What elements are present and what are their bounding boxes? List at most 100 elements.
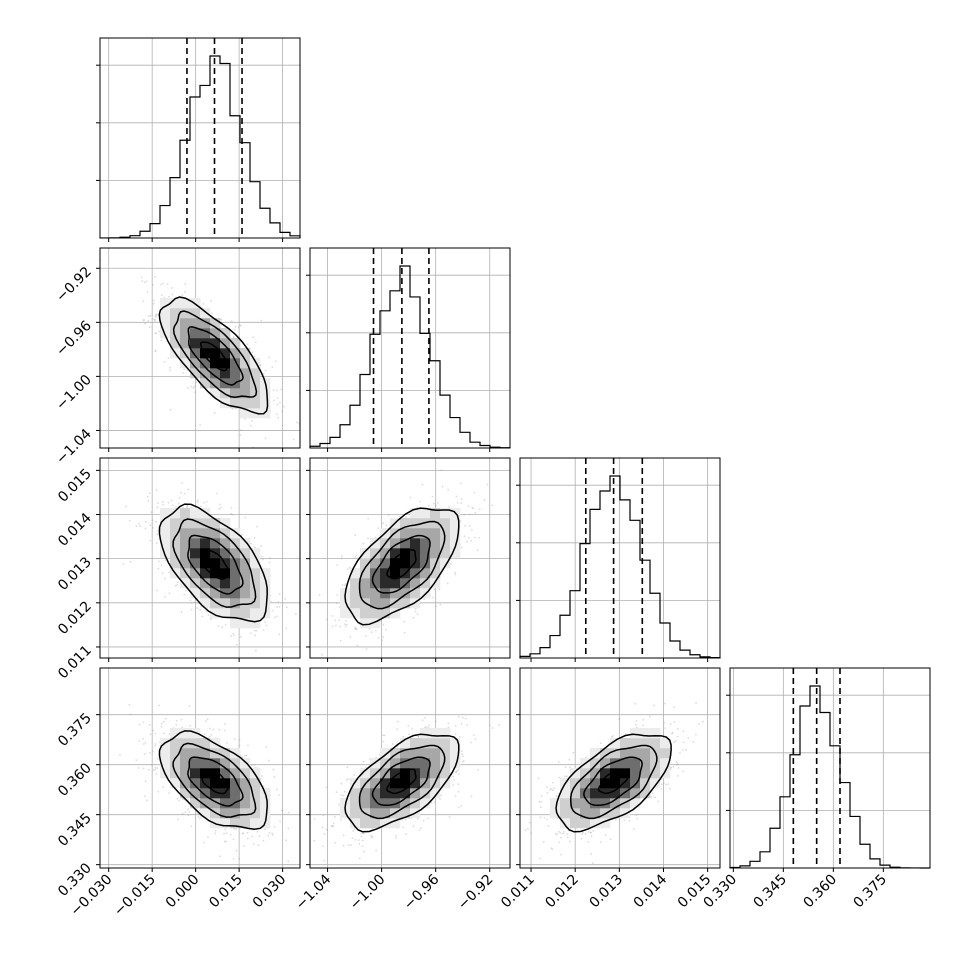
- sample-point: [184, 283, 187, 286]
- sample-point: [360, 832, 363, 835]
- sample-point: [144, 741, 147, 744]
- sample-point: [333, 816, 336, 818]
- density-cell: [160, 548, 171, 559]
- sample-point: [122, 563, 125, 566]
- sample-point: [246, 837, 249, 840]
- density-cell: [440, 508, 451, 519]
- sample-point: [454, 571, 456, 574]
- sample-point: [457, 768, 460, 771]
- sample-point: [342, 844, 345, 847]
- sample-point: [381, 639, 384, 642]
- sample-point: [166, 283, 169, 285]
- sample-point: [285, 839, 288, 842]
- sample-point: [343, 623, 346, 626]
- sample-point: [128, 703, 131, 706]
- density-cell: [240, 408, 251, 419]
- sample-point: [168, 571, 170, 574]
- sample-point: [466, 540, 469, 543]
- sample-point: [176, 584, 178, 586]
- sample-point: [180, 491, 182, 494]
- density-cell: [240, 758, 251, 769]
- density-cell: [160, 328, 171, 339]
- sample-point: [146, 495, 149, 498]
- sample-point: [427, 817, 430, 820]
- density-cell: [420, 558, 431, 569]
- y-tick-label: 0.345: [55, 810, 95, 850]
- sample-point: [249, 632, 252, 635]
- sample-point: [436, 502, 439, 504]
- sample-point: [145, 520, 147, 523]
- sample-point: [391, 743, 394, 745]
- density-cell: [190, 768, 201, 779]
- sample-point: [396, 728, 399, 731]
- sample-point: [427, 504, 430, 507]
- sample-point: [140, 276, 143, 279]
- histogram-step-3: [729, 685, 931, 869]
- sample-point: [152, 729, 155, 732]
- sample-point: [459, 520, 462, 523]
- sample-point: [230, 506, 233, 509]
- contour-level-0: [200, 768, 230, 795]
- density-cell: [230, 608, 241, 619]
- sample-point: [213, 412, 216, 414]
- panel-frame: [99, 457, 301, 659]
- density-cell: [230, 348, 241, 359]
- sample-point: [421, 719, 424, 722]
- sample-point: [242, 844, 245, 847]
- sample-point: [353, 828, 356, 831]
- sample-point: [224, 828, 227, 831]
- sample-point: [347, 843, 350, 846]
- sample-point: [456, 770, 459, 772]
- sample-point: [264, 437, 267, 440]
- density-cell: [170, 338, 181, 349]
- density-cell: [400, 538, 411, 549]
- sample-point: [269, 557, 271, 560]
- x-tick-label: 0.345: [750, 872, 790, 912]
- sample-point: [271, 609, 274, 612]
- sample-point: [377, 637, 380, 639]
- sample-point: [408, 733, 410, 736]
- sample-point: [277, 601, 280, 604]
- sample-point: [304, 606, 306, 608]
- sample-point: [313, 839, 316, 842]
- density-cell: [240, 398, 251, 409]
- density-cell: [230, 548, 241, 559]
- sample-point: [434, 504, 437, 507]
- sample-point: [251, 420, 253, 422]
- sample-point: [240, 324, 242, 327]
- density-cell: [420, 578, 431, 589]
- x-tick-label: −0.015: [111, 872, 159, 920]
- sample-point: [187, 808, 190, 810]
- sample-point: [472, 507, 475, 510]
- sample-point: [476, 549, 479, 552]
- histogram-step-1: [309, 265, 511, 449]
- sample-point: [178, 799, 181, 802]
- sample-point: [150, 511, 153, 514]
- sample-point: [264, 828, 266, 831]
- sample-point: [246, 831, 249, 834]
- density-cell: [210, 368, 221, 379]
- sample-point: [144, 322, 147, 325]
- density-cell: [360, 588, 371, 599]
- sample-point: [455, 771, 457, 774]
- panel-content: [119, 703, 290, 863]
- density-cell: [180, 728, 191, 739]
- sample-point: [431, 495, 434, 498]
- sample-point: [403, 620, 406, 623]
- density-cell: [380, 578, 391, 589]
- sample-point: [249, 424, 252, 427]
- sample-point: [171, 293, 174, 296]
- density-cell: [200, 798, 211, 809]
- sample-point: [233, 328, 236, 331]
- scatter-panel-3-1: −1.04 −1.00 −0.96 −0.92: [293, 667, 511, 913]
- sample-point: [238, 739, 241, 741]
- density-cell: [200, 318, 211, 329]
- density-cell: [240, 548, 251, 559]
- density-cell: [190, 748, 201, 759]
- sample-point: [280, 388, 282, 391]
- sample-point: [201, 615, 204, 618]
- sample-point: [335, 791, 338, 794]
- density-cell: [180, 788, 191, 799]
- sample-point: [279, 401, 281, 404]
- sample-point: [382, 522, 384, 525]
